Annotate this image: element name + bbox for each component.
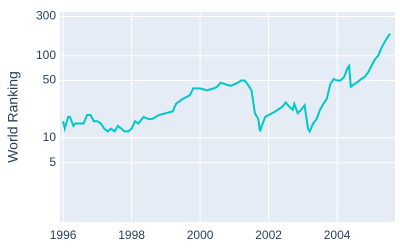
x-tick-label: 2002 bbox=[255, 228, 282, 242]
x-tick-label: 2000 bbox=[187, 228, 214, 242]
y-tick-label: 10 bbox=[43, 130, 57, 144]
x-tick-label: 2004 bbox=[324, 228, 351, 242]
data-line bbox=[62, 33, 391, 134]
y-axis-title: World Ranking bbox=[5, 71, 21, 163]
y-tick-label: 50 bbox=[43, 73, 57, 87]
y-tick-label: 300 bbox=[36, 9, 56, 23]
y-tick-label: 5 bbox=[49, 155, 56, 169]
y-tick-label: 100 bbox=[36, 48, 56, 62]
x-tick-label: 1996 bbox=[50, 228, 77, 242]
plot-area bbox=[60, 12, 395, 222]
x-tick-label: 1998 bbox=[118, 228, 145, 242]
